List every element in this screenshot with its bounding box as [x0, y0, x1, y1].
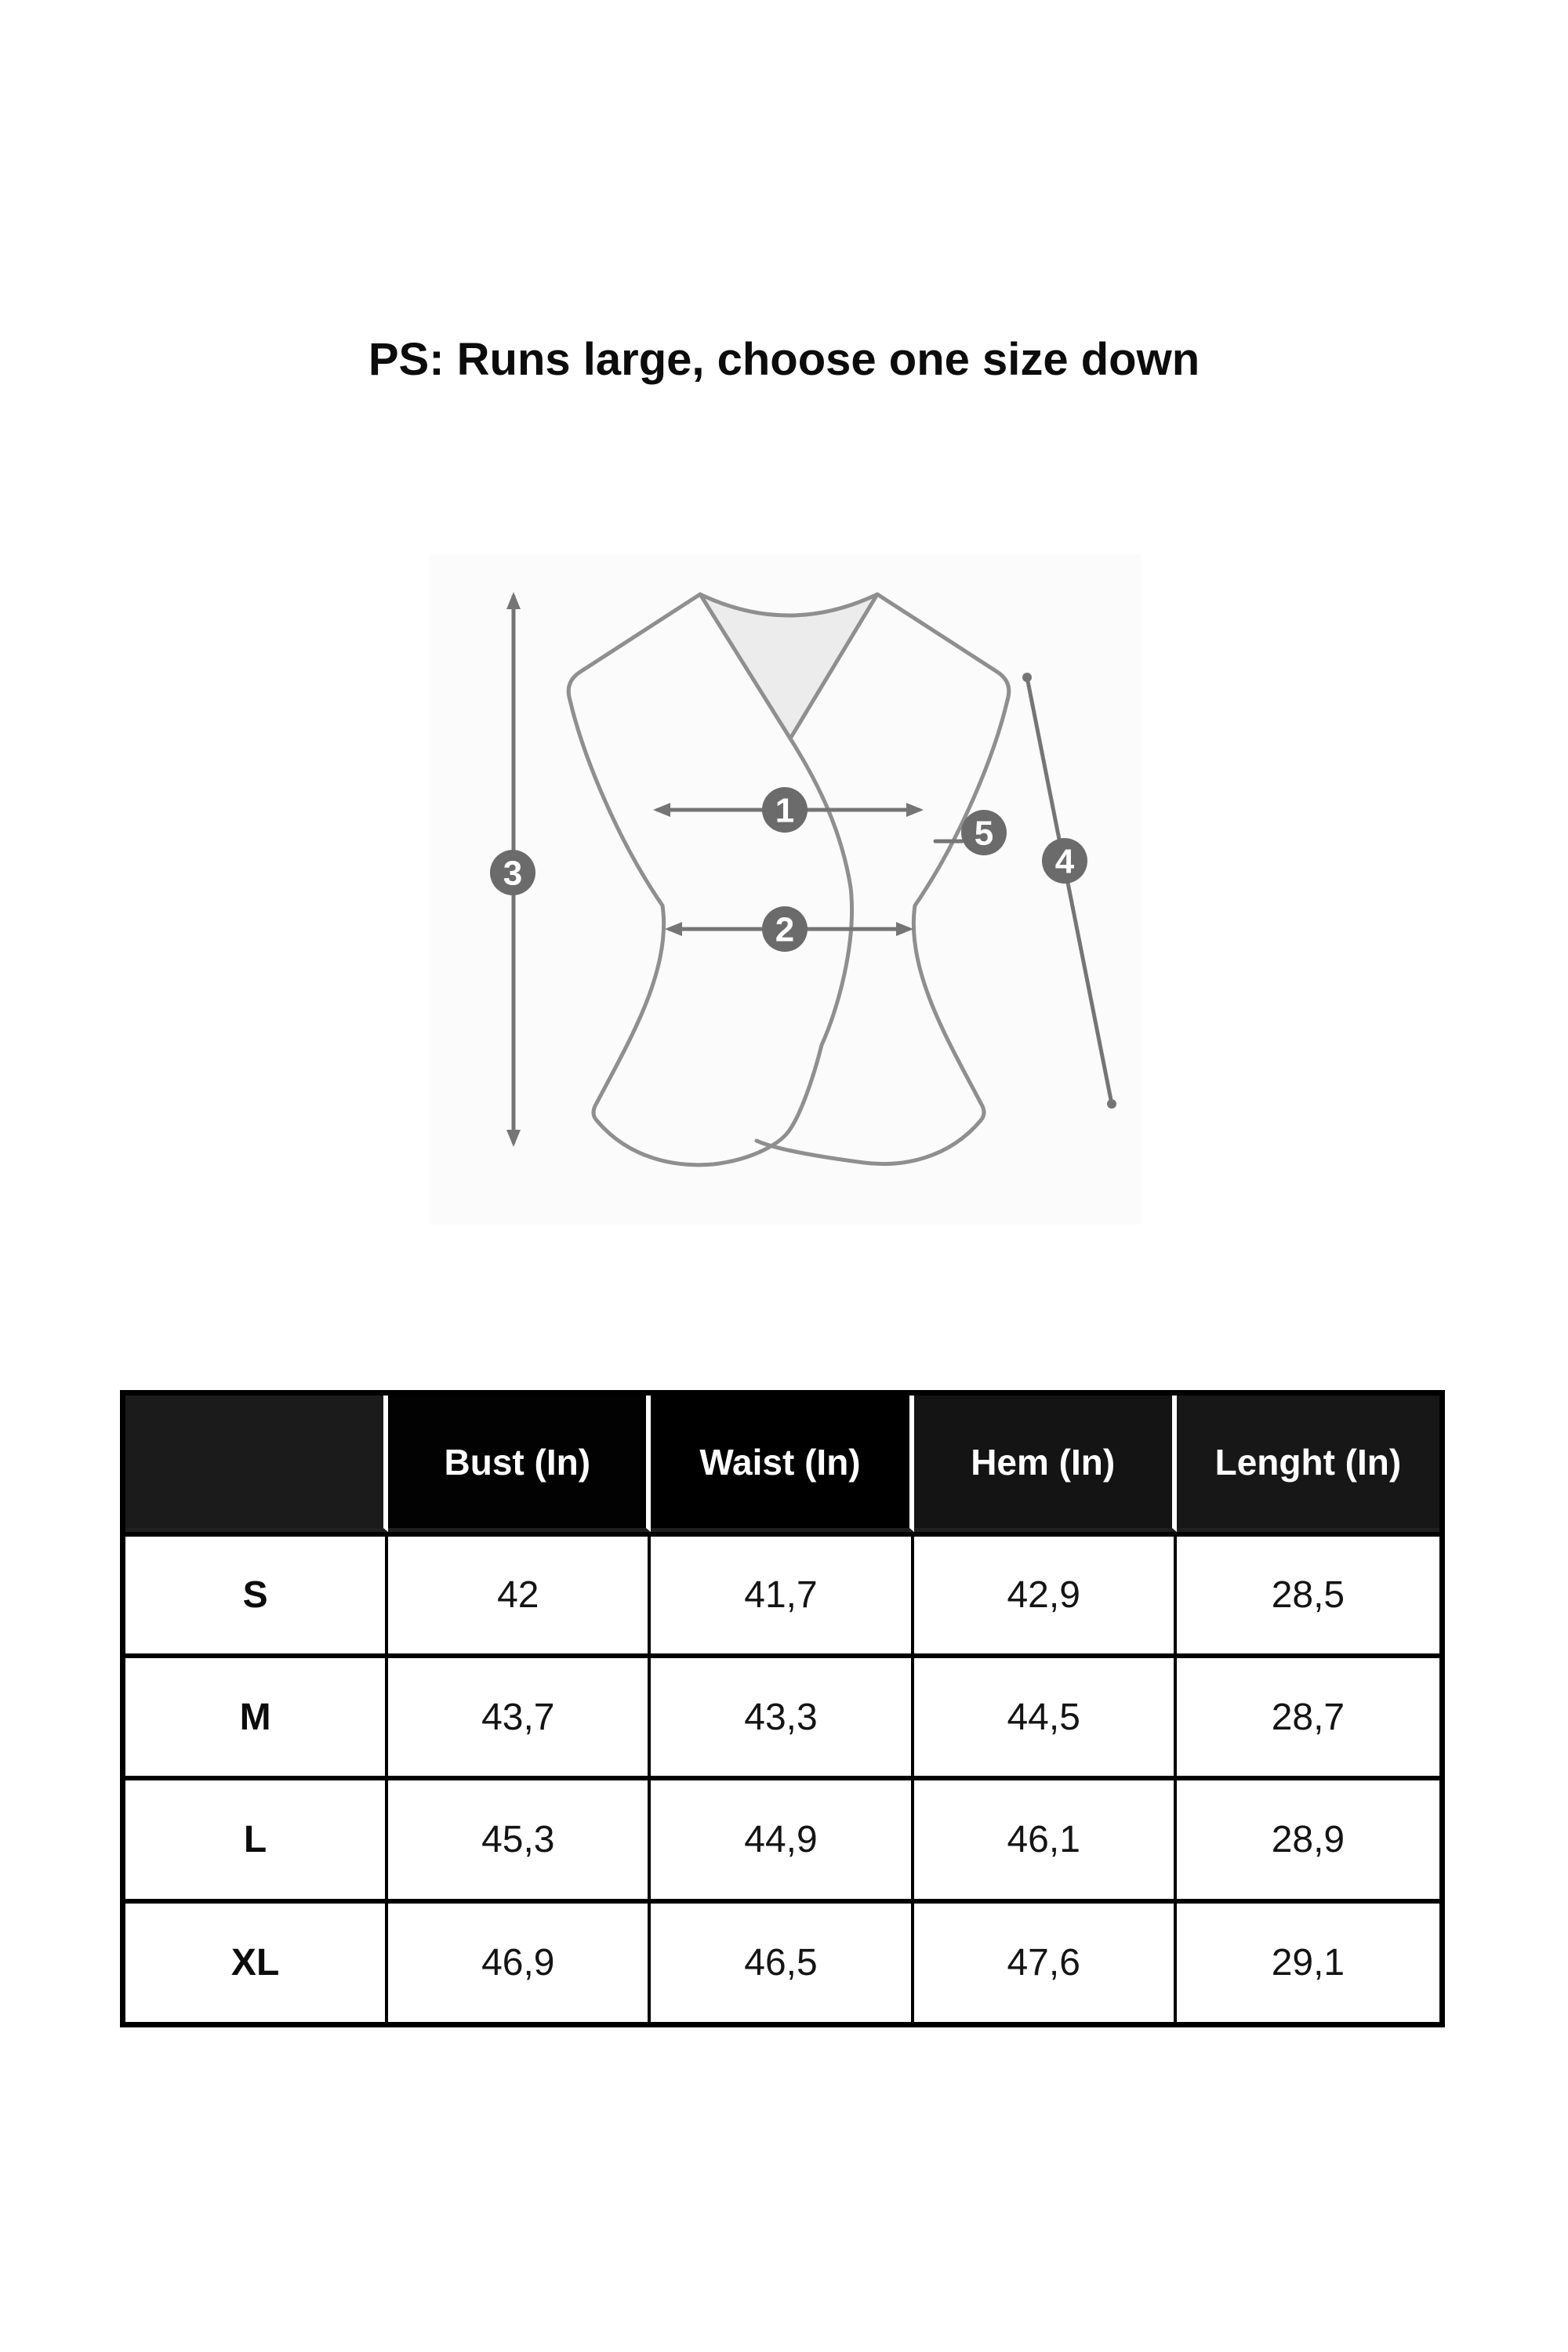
left-lapel-edge: [698, 592, 855, 1131]
garment-measurement-diagram: 1 2 3 4 5: [430, 554, 1141, 1225]
svg-text:3: 3: [503, 854, 522, 892]
svg-text:1: 1: [775, 791, 794, 829]
row-s-hem: 42,9: [913, 1532, 1177, 1653]
row-s-length: 28,5: [1176, 1532, 1439, 1653]
svg-text:5: 5: [975, 814, 993, 852]
garment-diagram-svg: 1 2 3 4 5: [490, 592, 1116, 1167]
row-l-bust: 45,3: [388, 1776, 652, 1899]
row-l-size-label: L: [125, 1776, 389, 1899]
row-l-hem: 46,1: [913, 1776, 1177, 1899]
row-s-bust: 42: [388, 1532, 652, 1653]
column-header-size: [125, 1396, 389, 1532]
page-title: PS: Runs large, choose one size down: [368, 334, 1200, 385]
row-m-bust: 43,7: [388, 1653, 652, 1776]
column-header-bust: Bust (In): [388, 1396, 652, 1532]
column-header-waist: Waist (In): [651, 1396, 914, 1532]
marker-2: 2: [762, 906, 808, 952]
column-header-length: Lenght (In): [1176, 1396, 1439, 1532]
right-lapel-edge: [788, 592, 880, 741]
row-l-length: 28,9: [1176, 1776, 1439, 1899]
row-xl-hem: 47,6: [913, 1899, 1177, 2022]
marker-5: 5: [961, 810, 1007, 855]
marker-1: 1: [762, 787, 808, 833]
row-m-size-label: M: [125, 1653, 389, 1776]
side-diagonal-line: [1022, 673, 1116, 1109]
svg-text:4: 4: [1055, 842, 1075, 880]
column-header-hem: Hem (In): [913, 1396, 1177, 1532]
row-xl-bust: 46,9: [388, 1899, 652, 2022]
vneck-fill-shape: [700, 594, 877, 739]
row-m-length: 28,7: [1176, 1653, 1439, 1776]
size-chart-table: Bust (In) Waist (In) Hem (In) Lenght (In…: [120, 1390, 1445, 2027]
garment-right-outline: [754, 592, 1011, 1167]
row-xl-waist: 46,5: [651, 1899, 914, 2022]
marker-3: 3: [490, 850, 535, 895]
svg-text:2: 2: [775, 910, 794, 949]
row-xl-size-label: XL: [125, 1899, 389, 2022]
row-s-waist: 41,7: [651, 1532, 914, 1653]
row-l-waist: 44,9: [651, 1776, 914, 1899]
row-xl-length: 29,1: [1176, 1899, 1439, 2022]
row-m-waist: 43,3: [651, 1653, 914, 1776]
marker-4: 4: [1042, 838, 1087, 884]
neckline-curve: [698, 592, 880, 618]
garment-left-outline: [566, 592, 793, 1167]
row-m-hem: 44,5: [913, 1653, 1177, 1776]
row-s-size-label: S: [125, 1532, 389, 1653]
